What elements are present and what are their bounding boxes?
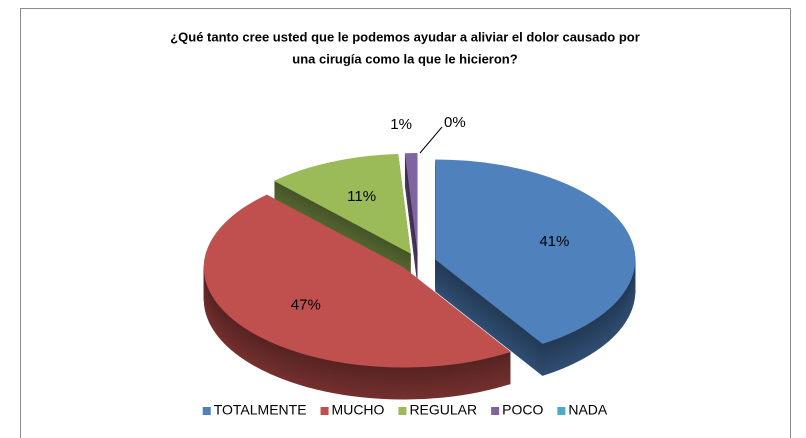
pie-slice: [404, 153, 418, 286]
chart-title: una cirugía como la que le hicieron?: [292, 51, 517, 66]
data-label: 47%: [291, 296, 321, 313]
data-label: 41%: [539, 233, 569, 250]
chart-title: ¿Qué tanto cree usted que le podemos ayu…: [170, 29, 640, 44]
pie-slice: [435, 159, 636, 376]
legend-swatch: [202, 407, 211, 415]
legend-swatch: [557, 407, 566, 415]
slice-top: [273, 153, 411, 254]
legend-label: NADA: [568, 402, 608, 418]
legend-label: REGULAR: [409, 402, 477, 418]
data-label: 11%: [347, 188, 376, 205]
legend-label: POCO: [502, 402, 543, 418]
data-label: 0%: [444, 114, 466, 131]
data-label: 1%: [390, 116, 412, 133]
leader-line: [419, 126, 443, 154]
legend-swatch: [320, 407, 329, 415]
slice-top: [404, 153, 418, 254]
legend-label: TOTALMENTE: [214, 402, 307, 418]
slice-top: [435, 159, 636, 344]
legend-label: MUCHO: [332, 402, 385, 418]
legend-swatch: [398, 407, 407, 415]
slice-top: [203, 194, 511, 368]
pie-slice: [203, 194, 511, 400]
legend-swatch: [491, 407, 500, 415]
